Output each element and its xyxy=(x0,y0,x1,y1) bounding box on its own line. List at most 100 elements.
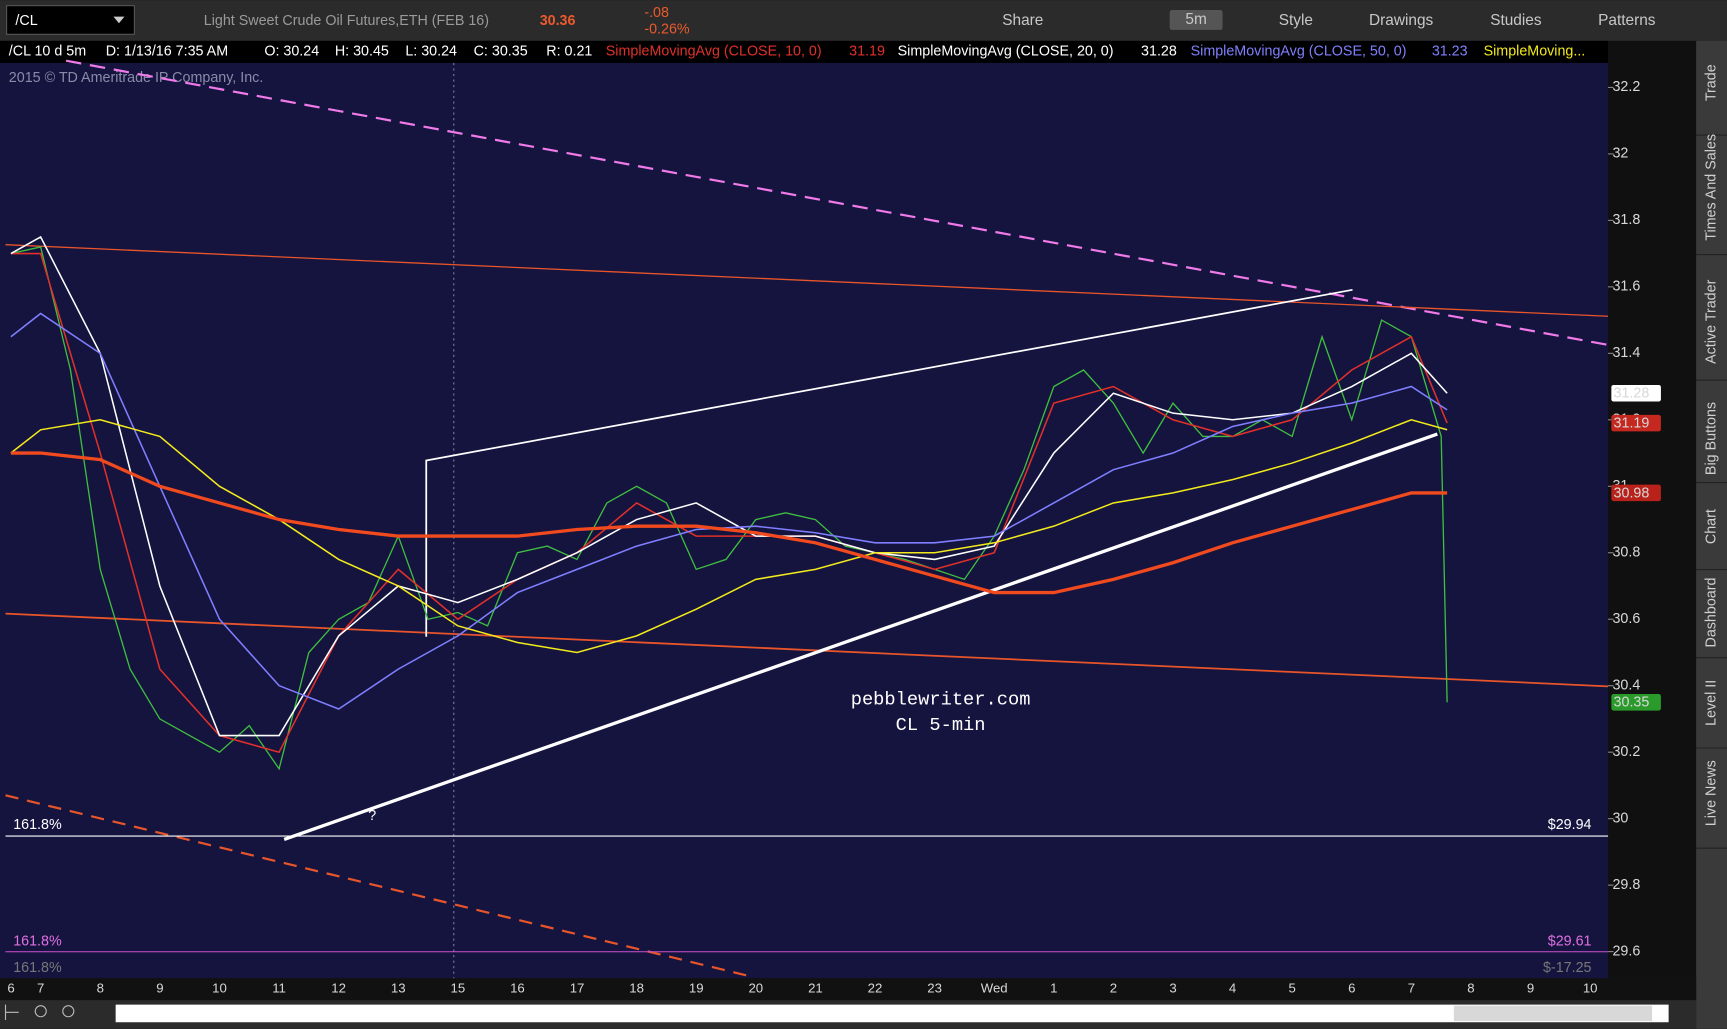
scrollbar[interactable] xyxy=(115,1004,1669,1023)
bar-high: H: 30.45 xyxy=(335,44,389,60)
zoom-reset[interactable] xyxy=(4,1004,19,1021)
y-tick-label: 29.8 xyxy=(1612,877,1640,893)
trendline-orange-dashed xyxy=(5,794,750,978)
y-tick-label: 31.4 xyxy=(1612,345,1640,361)
symbol-box[interactable] xyxy=(6,5,135,35)
x-tick-label: 6 xyxy=(7,981,14,996)
y-tick-label: 31.8 xyxy=(1612,212,1640,228)
x-tick-label: 12 xyxy=(331,981,346,996)
x-tick-label: 8 xyxy=(1467,981,1474,996)
price-axis-bg xyxy=(1608,40,1697,979)
bar-date: D: 1/13/16 7:35 AM xyxy=(106,44,228,60)
drawings xyxy=(5,59,1609,979)
x-tick-label: 3 xyxy=(1169,981,1176,996)
fib-price: $29.94 xyxy=(1548,817,1592,833)
x-tick-label: 18 xyxy=(629,981,644,996)
drawings-button[interactable]: Drawings xyxy=(1369,12,1434,29)
zoom-out[interactable] xyxy=(62,1005,75,1018)
fib-price: $-17.25 xyxy=(1543,960,1592,976)
side-tab[interactable]: Times And Sales xyxy=(1703,134,1719,241)
price-bubble-label: 31.19 xyxy=(1614,415,1650,431)
y-tick-label: 30.6 xyxy=(1612,611,1640,627)
side-tabs-bg xyxy=(1696,40,1727,1029)
zoom-controls[interactable] xyxy=(4,1004,75,1021)
price-line xyxy=(10,451,1448,595)
patterns-button[interactable]: Patterns xyxy=(1598,12,1656,29)
x-tick-label: 8 xyxy=(97,981,104,996)
bar-low: L: 30.24 xyxy=(405,44,457,60)
side-tab[interactable]: Big Buttons xyxy=(1703,402,1719,475)
trendline-white-top xyxy=(425,288,1353,637)
x-tick-label: 7 xyxy=(37,981,44,996)
trendline-pink xyxy=(65,59,1609,346)
scroll-thumb[interactable] xyxy=(1453,1005,1653,1022)
price-bubble-label: 31.28 xyxy=(1614,386,1650,402)
plot-bg xyxy=(0,40,1609,979)
x-tick-label: 9 xyxy=(156,981,163,996)
x-tick-label: 4 xyxy=(1229,981,1236,996)
side-tab[interactable]: Active Trader xyxy=(1703,279,1719,363)
zoom-in[interactable] xyxy=(34,1005,47,1018)
price-bubble xyxy=(1611,694,1661,711)
fib-ratio: 161.8% xyxy=(13,934,62,950)
bar-open: O: 30.24 xyxy=(264,44,319,60)
side-tab[interactable]: Trade xyxy=(1703,64,1719,101)
legend-name: SimpleMovingAvg (CLOSE, 20, 0) xyxy=(898,44,1114,60)
bar-range: R: 0.21 xyxy=(546,44,592,60)
studies-button[interactable]: Studies xyxy=(1490,12,1542,29)
style-button[interactable]: Style xyxy=(1279,12,1313,29)
copyright: 2015 © TD Ameritrade IP Company, Inc. xyxy=(9,70,264,86)
y-tick-label: 29.6 xyxy=(1612,943,1640,959)
side-tab[interactable]: Dashboard xyxy=(1703,578,1719,648)
timeframe-button[interactable]: 5m xyxy=(1185,11,1206,28)
x-tick-label: 13 xyxy=(391,981,406,996)
trendline-orange-top xyxy=(5,243,1609,317)
y-tick-label: 32 xyxy=(1612,146,1628,162)
price-line xyxy=(10,235,1448,737)
share-button[interactable]: Share xyxy=(1002,12,1043,29)
x-tick-label: 20 xyxy=(748,981,763,996)
fib-price: $29.61 xyxy=(1548,934,1592,950)
y-tick-label: 30 xyxy=(1612,810,1628,826)
side-tab[interactable]: Chart xyxy=(1703,509,1719,544)
y-tick-label: 30.8 xyxy=(1612,545,1640,561)
x-tick-label: 23 xyxy=(927,981,942,996)
x-tick-label: 21 xyxy=(808,981,823,996)
legend-value: 31.19 xyxy=(849,44,885,60)
timeframe-box[interactable] xyxy=(1169,10,1223,30)
x-tick-label: 17 xyxy=(570,981,585,996)
chart-note: CL 5-min xyxy=(896,714,986,736)
y-tick-label: 32.2 xyxy=(1612,79,1640,95)
chart-id: /CL 10 d 5m xyxy=(9,44,86,60)
x-tick-label: 16 xyxy=(510,981,525,996)
trendline-orange-mid xyxy=(5,612,1609,688)
x-tick-label: 2 xyxy=(1110,981,1117,996)
x-tick-label: 9 xyxy=(1527,981,1534,996)
side-tab[interactable]: Level II xyxy=(1703,680,1719,726)
trendline-white-bottom xyxy=(283,432,1438,841)
price-bubble-label: 30.35 xyxy=(1614,695,1650,711)
time-axis-bg xyxy=(0,978,1697,1001)
legend-value: 31.28 xyxy=(1141,44,1177,60)
change-pct: -0.26% xyxy=(644,22,690,38)
side-tab[interactable]: Live News xyxy=(1703,760,1719,826)
y-tick-label: 30.2 xyxy=(1612,744,1640,760)
description: Light Sweet Crude Oil Futures,ETH (FEB 1… xyxy=(204,13,489,29)
symbol[interactable]: /CL xyxy=(15,13,37,29)
legend-name: SimpleMovingAvg (CLOSE, 50, 0) xyxy=(1191,44,1407,60)
dropdown-arrow[interactable] xyxy=(113,16,125,24)
x-tick-label: 19 xyxy=(689,981,704,996)
header-bg xyxy=(0,40,1609,63)
price-line xyxy=(10,252,1448,754)
x-tick-label: 1 xyxy=(1050,981,1057,996)
price-bubble-label: 30.98 xyxy=(1614,485,1650,501)
x-tick-label: 22 xyxy=(868,981,883,996)
x-tick-label: 6 xyxy=(1348,981,1355,996)
price-bubble xyxy=(1611,484,1661,502)
legend-name: SimpleMovingAvg (CLOSE, 10, 0) xyxy=(606,44,822,60)
x-tick-label: 7 xyxy=(1408,981,1415,996)
x-tick-label: 10 xyxy=(212,981,227,996)
price-bubble xyxy=(1611,414,1661,432)
